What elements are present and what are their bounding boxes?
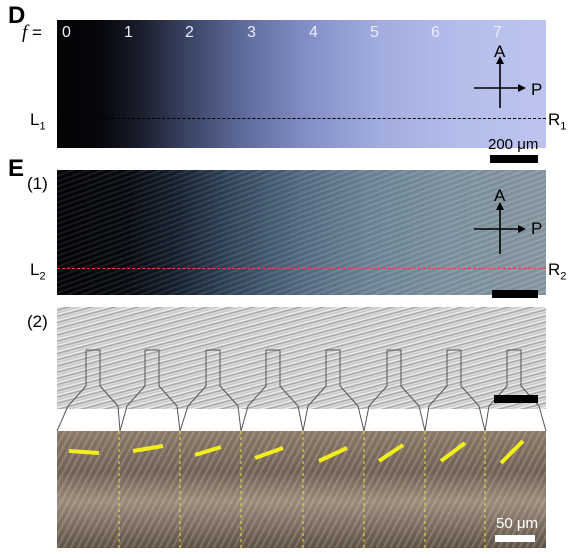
director-mark-7 [499,439,525,465]
director-mark-0 [68,449,100,455]
scalebar-e3 [495,535,535,542]
director-mark-2 [194,445,222,457]
label-l2: L2 [30,260,46,283]
scalebar-e2 [494,395,538,403]
panel-e2-texture-map [57,307,546,409]
axis-a-label-e1: A [494,186,506,205]
frame-number-4: 4 [309,24,318,41]
scale-text-200um: 200 μm [488,136,539,153]
scalebar-d [490,155,538,163]
frame-equals: = [27,23,42,42]
frame-number-2: 2 [185,24,194,41]
frame-number-0: 0 [62,24,71,41]
zoom-strip-overlay [68,431,525,548]
director-mark-6 [439,441,467,463]
polarizer-axes-d [474,56,526,108]
frame-number-3: 3 [247,24,256,41]
axis-a-label-d: A [494,42,506,61]
polarizer-axes-e1 [474,202,526,254]
line-l2-r2 [57,268,546,269]
panel-letter-e: E [8,155,25,182]
director-mark-5 [377,443,405,463]
frame-number-7: 7 [493,24,502,41]
frame-index-label: f = [22,23,42,42]
scalebar-e1 [492,290,538,298]
director-mark-4 [318,446,348,463]
label-l1: L1 [30,110,46,133]
label-r2: R2 [548,260,567,283]
frame-number-6: 6 [431,24,440,41]
sublabel-e2: (2) [27,312,48,331]
panel-d-micrograph [57,20,546,148]
axis-p-label-e1: P [531,219,543,238]
label-r1: R1 [548,110,567,133]
director-mark-1 [132,444,164,453]
director-mark-3 [254,446,284,460]
line-l1-r1 [57,118,546,119]
frame-variable: f [22,22,28,43]
scale-text-50um: 50 μm [496,515,538,532]
frame-number-1: 1 [124,24,133,41]
panel-letter-d: D [8,2,26,29]
sublabel-e1: (1) [27,174,48,193]
panel-e1-micrograph [57,170,546,295]
frame-number-5: 5 [370,24,379,41]
axis-p-label-d: P [531,80,543,99]
